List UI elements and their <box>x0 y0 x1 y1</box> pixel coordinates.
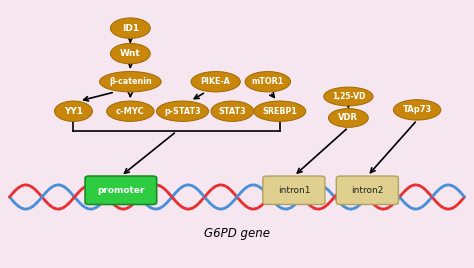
Ellipse shape <box>328 109 368 127</box>
Text: ID1: ID1 <box>122 24 139 33</box>
Text: β-catenin: β-catenin <box>109 77 152 86</box>
Text: TAp73: TAp73 <box>402 105 432 114</box>
Text: VDR: VDR <box>338 113 358 122</box>
Text: c-MYC: c-MYC <box>116 107 145 116</box>
FancyBboxPatch shape <box>263 176 325 204</box>
Text: Wnt: Wnt <box>120 49 141 58</box>
FancyBboxPatch shape <box>336 176 398 204</box>
Ellipse shape <box>211 101 254 121</box>
Ellipse shape <box>107 101 154 121</box>
Ellipse shape <box>245 72 291 92</box>
Text: PIKE-A: PIKE-A <box>201 77 231 86</box>
Ellipse shape <box>254 101 306 121</box>
Ellipse shape <box>324 87 373 106</box>
Text: intron2: intron2 <box>351 186 383 195</box>
Text: intron1: intron1 <box>278 186 310 195</box>
Ellipse shape <box>110 18 150 38</box>
Ellipse shape <box>393 100 441 120</box>
Text: promoter: promoter <box>97 186 145 195</box>
Text: SREBP1: SREBP1 <box>262 107 297 116</box>
Text: 1,25-VD: 1,25-VD <box>332 92 365 101</box>
Ellipse shape <box>156 101 209 121</box>
Text: G6PD gene: G6PD gene <box>204 227 270 240</box>
Ellipse shape <box>100 72 161 92</box>
Ellipse shape <box>55 101 92 121</box>
FancyBboxPatch shape <box>85 176 156 204</box>
Ellipse shape <box>191 72 240 92</box>
Text: STAT3: STAT3 <box>219 107 246 116</box>
Text: p-STAT3: p-STAT3 <box>164 107 201 116</box>
Text: mTOR1: mTOR1 <box>252 77 284 86</box>
Text: YY1: YY1 <box>64 107 83 116</box>
Ellipse shape <box>110 43 150 64</box>
